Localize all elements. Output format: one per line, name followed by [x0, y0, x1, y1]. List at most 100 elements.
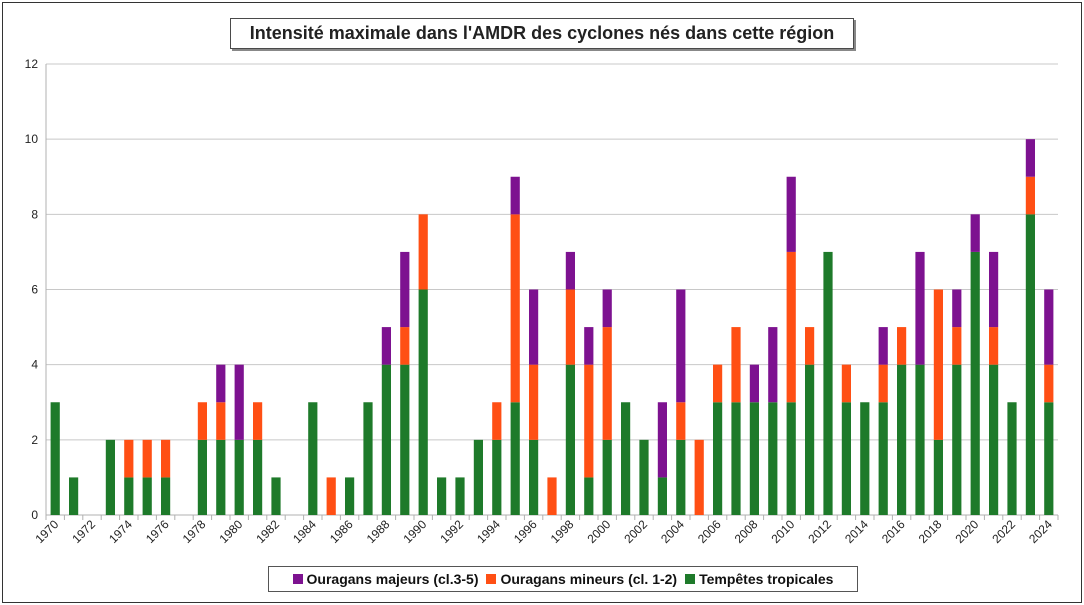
bar-2015-series-0: [878, 402, 888, 515]
legend-label-tempetes: Tempêtes tropicales: [699, 571, 834, 587]
bar-2009-series-2: [768, 327, 778, 403]
x-tick-label: 1982: [253, 517, 282, 546]
legend-item-majeurs: Ouragans majeurs (cl.3-5): [292, 571, 479, 587]
bar-1987-series-0: [363, 402, 373, 515]
bar-1995-series-2: [510, 176, 520, 215]
x-tick-label: 2024: [1026, 517, 1055, 546]
bar-2023-series-2: [1025, 139, 1035, 177]
bar-2018-series-1: [933, 289, 943, 440]
bar-2019-series-2: [952, 289, 962, 328]
bar-1979-series-1: [216, 402, 226, 440]
x-tick-label: 2014: [842, 517, 871, 546]
x-tick-label: 2016: [879, 517, 908, 546]
y-tick-label: 4: [31, 358, 38, 372]
x-tick-label: 2010: [769, 517, 798, 546]
bar-2000-series-0: [602, 439, 612, 515]
legend-label-majeurs: Ouragans majeurs (cl.3-5): [306, 571, 479, 587]
x-tick-label: 2008: [732, 517, 761, 546]
bar-2003-series-0: [657, 477, 667, 515]
bar-1998-series-0: [565, 364, 575, 515]
bar-1999-series-0: [584, 477, 594, 515]
x-tick-label: 1992: [437, 517, 466, 546]
bar-2011-series-1: [805, 327, 815, 365]
bar-2005-series-1: [694, 439, 704, 515]
legend-item-tempetes: Tempêtes tropicales: [685, 571, 833, 587]
bar-2012-series-0: [823, 251, 833, 515]
bar-1999-series-2: [584, 327, 594, 365]
bar-2015-series-1: [878, 364, 888, 403]
bar-2002-series-0: [639, 439, 649, 515]
bar-2019-series-1: [952, 327, 962, 365]
bar-1971-series-0: [69, 477, 79, 515]
x-tick-label: 2012: [805, 517, 834, 546]
y-tick-label: 8: [31, 207, 38, 221]
x-tick-label: 2018: [916, 517, 945, 546]
bar-2000-series-1: [602, 327, 612, 440]
bar-1980-series-0: [234, 439, 244, 515]
bar-2016-series-0: [897, 364, 907, 515]
bar-2017-series-2: [915, 251, 925, 365]
bar-1986-series-0: [345, 477, 355, 515]
y-tick-label: 12: [25, 57, 39, 71]
legend-swatch-mineurs: [486, 574, 497, 584]
bar-1975-series-0: [142, 477, 152, 515]
bar-1981-series-0: [253, 439, 263, 515]
x-tick-label: 1986: [327, 517, 356, 546]
y-tick-label: 6: [31, 283, 38, 297]
bar-1981-series-1: [253, 402, 263, 440]
bar-1988-series-2: [381, 327, 391, 365]
bar-2021-series-0: [989, 364, 999, 515]
bar-1978-series-1: [197, 402, 207, 440]
bar-2024-series-1: [1044, 364, 1054, 403]
y-tick-label: 2: [31, 433, 38, 447]
bar-2016-series-1: [897, 327, 907, 365]
x-tick-label: 2020: [953, 517, 982, 546]
bar-2024-series-0: [1044, 402, 1054, 515]
bar-1973-series-0: [105, 439, 115, 515]
bar-2024-series-2: [1044, 289, 1054, 365]
bar-1992-series-0: [455, 477, 465, 515]
bar-1994-series-0: [492, 439, 502, 515]
bar-2020-series-0: [970, 251, 980, 515]
bar-2013-series-1: [841, 364, 851, 403]
bar-1990-series-0: [418, 289, 428, 515]
bar-2007-series-0: [731, 402, 741, 515]
bar-1994-series-1: [492, 402, 502, 440]
bar-2009-series-0: [768, 402, 778, 515]
bar-1991-series-0: [437, 477, 447, 515]
bar-1995-series-1: [510, 214, 520, 403]
x-tick-label: 2022: [989, 517, 1018, 546]
bar-2004-series-2: [676, 289, 686, 403]
x-tick-label: 1990: [401, 517, 430, 546]
bar-2019-series-0: [952, 364, 962, 515]
x-tick-label: 2002: [621, 517, 650, 546]
bar-2022-series-0: [1007, 402, 1017, 515]
bar-2023-series-0: [1025, 214, 1035, 516]
x-tick-label: 1998: [548, 517, 577, 546]
x-tick-label: 1984: [290, 517, 319, 546]
bar-2010-series-2: [786, 176, 796, 252]
legend-swatch-tempetes: [685, 574, 696, 584]
bar-1984-series-0: [308, 402, 318, 515]
bar-2010-series-0: [786, 402, 796, 515]
legend: Ouragans majeurs (cl.3-5) Ouragans mineu…: [268, 566, 858, 592]
bar-2021-series-1: [989, 327, 999, 365]
bar-1998-series-2: [565, 251, 575, 290]
bar-2017-series-0: [915, 364, 925, 515]
legend-swatch-majeurs: [292, 574, 303, 584]
legend-label-mineurs: Ouragans mineurs (cl. 1-2): [500, 571, 678, 587]
bar-2008-series-0: [749, 402, 759, 515]
x-tick-label: 1974: [106, 517, 135, 546]
bar-1990-series-1: [418, 214, 428, 290]
legend-item-mineurs: Ouragans mineurs (cl. 1-2): [486, 571, 677, 587]
y-tick-label: 10: [25, 132, 39, 146]
x-tick-label: 1978: [180, 517, 209, 546]
bar-2020-series-2: [970, 214, 980, 252]
bar-2006-series-0: [713, 402, 723, 515]
x-tick-label: 1972: [69, 517, 98, 546]
bar-2008-series-2: [749, 364, 759, 403]
bar-1980-series-2: [234, 364, 244, 440]
bar-1979-series-2: [216, 364, 226, 403]
bar-1989-series-1: [400, 327, 410, 365]
